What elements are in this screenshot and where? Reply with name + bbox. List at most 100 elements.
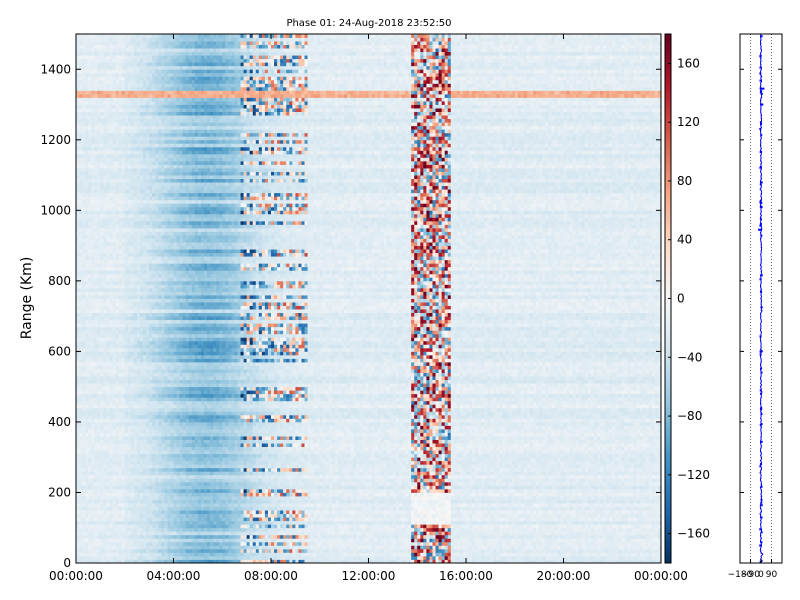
heatmap-cell [94,521,97,525]
heatmap-cell [597,507,600,511]
heatmap-cell [341,542,344,546]
heatmap-cell [195,492,198,496]
heatmap-cell [472,524,475,528]
heatmap-cell [634,514,637,518]
heatmap-cell [253,531,256,535]
heatmap-cell [207,549,210,553]
heatmap-cell [573,538,576,542]
heatmap-cell [274,531,277,535]
heatmap-cell [317,524,320,528]
heatmap-cell [143,524,146,528]
heatmap-cell [347,503,350,507]
heatmap-cell [305,545,308,549]
heatmap-cell [454,510,457,514]
heatmap-cell [146,510,149,514]
heatmap-cell [265,524,268,528]
heatmap-cell [634,556,637,560]
heatmap-cell [143,531,146,535]
heatmap-cell [381,485,384,489]
heatmap-cell [100,556,103,560]
heatmap-cell [167,507,170,511]
heatmap-cell [612,503,615,507]
heatmap-cell [466,507,469,511]
heatmap-cell [509,542,512,546]
heatmap-cell [164,531,167,535]
heatmap-cell [122,485,125,489]
heatmap-cell [216,542,219,546]
heatmap-cell [125,542,128,546]
heatmap-cell [170,503,173,507]
heatmap-cell [128,496,131,500]
heatmap-cell [408,545,411,549]
heatmap-cell [637,521,640,525]
heatmap-cell [317,549,320,553]
heatmap-cell [475,531,478,535]
heatmap-cell [643,492,646,496]
heatmap-cell [387,556,390,560]
heatmap-cell [146,492,149,496]
heatmap-cell [161,556,164,560]
heatmap-cell [131,514,134,518]
heatmap-cell [432,524,435,528]
heatmap-cell [305,549,308,553]
heatmap-cell [484,517,487,521]
heatmap-cell [237,492,240,496]
heatmap-cell [174,538,177,542]
heatmap-cell [536,500,539,504]
heatmap-cell [506,517,509,521]
heatmap-cell [393,517,396,521]
heatmap-cell [439,524,442,528]
heatmap-cell [582,524,585,528]
heatmap-cell [631,542,634,546]
heatmap-cell [466,549,469,553]
heatmap-cell [170,500,173,504]
heatmap-cell [207,538,210,542]
heatmap-cell [417,524,420,528]
heatmap-cell [387,531,390,535]
heatmap-cell [530,503,533,507]
heatmap-cell [551,510,554,514]
heatmap-cell [609,500,612,504]
heatmap-cell [564,542,567,546]
heatmap-cell [222,492,225,496]
heatmap-cell [79,521,82,525]
heatmap-cell [125,517,128,521]
heatmap-cell [557,521,560,525]
heatmap-cell [94,514,97,518]
heatmap-cell [515,489,518,493]
heatmap-cell [347,489,350,493]
heatmap-cell [521,556,524,560]
heatmap-cell [222,545,225,549]
heatmap-cell [621,552,624,556]
heatmap-cell [274,503,277,507]
heatmap-cell [155,542,158,546]
heatmap-cell [493,521,496,525]
heatmap-cell [259,489,262,493]
heatmap-cell [533,528,536,532]
heatmap-cell [375,556,378,560]
heatmap-cell [564,521,567,525]
heatmap-cell [576,545,579,549]
heatmap-cell [570,542,573,546]
heatmap-cell [627,517,630,521]
heatmap-cell [250,517,253,521]
heatmap-cell [402,485,405,489]
heatmap-cell [231,492,234,496]
heatmap-cell [478,524,481,528]
heatmap-cell [585,496,588,500]
heatmap-cell [94,503,97,507]
heatmap-cell [634,503,637,507]
heatmap-cell [442,507,445,511]
heatmap-cell [219,510,222,514]
heatmap-cell [478,489,481,493]
heatmap-cell [381,556,384,560]
heatmap-cell [164,500,167,504]
heatmap-cell [253,535,256,539]
heatmap-cell [436,510,439,514]
heatmap-cell [116,556,119,560]
heatmap-cell [515,535,518,539]
heatmap-cell [481,514,484,518]
heatmap-cell [280,545,283,549]
heatmap-cell [643,531,646,535]
heatmap-cell [554,542,557,546]
